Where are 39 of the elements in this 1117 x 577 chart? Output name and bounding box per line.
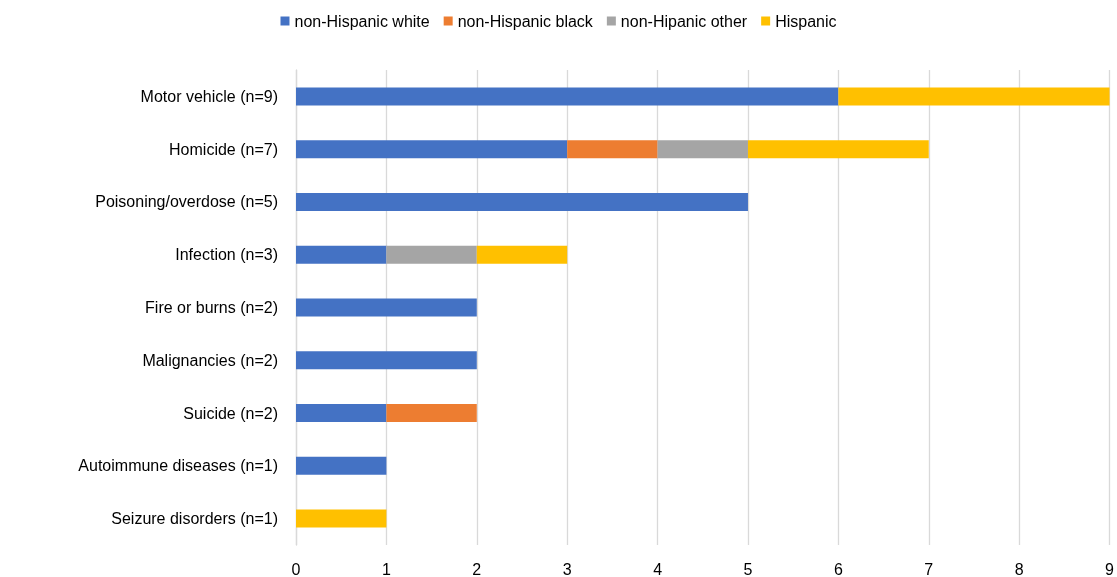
x-tick-label: 7 [924,560,934,577]
x-tick-label: 3 [562,560,572,577]
bar [476,245,568,264]
y-tick-label: Motor vehicle (n=9) [140,87,278,105]
legend-label: non-Hipanic other [620,12,748,30]
legend-label: Hispanic [775,12,837,30]
bar [838,87,1110,106]
x-tick-label: 4 [653,560,663,577]
y-tick-label: Autoimmune diseases (n=1) [78,457,278,475]
bar [296,245,387,264]
bar [386,245,477,264]
y-tick-label: Seizure disorders (n=1) [111,510,278,528]
x-tick-label: 6 [833,560,843,577]
x-tick-label: 5 [743,560,753,577]
x-tick-label: 0 [291,560,301,577]
bar [296,456,387,475]
bar [296,192,748,211]
bar [567,140,658,159]
bar [296,298,477,317]
bar [657,140,748,159]
legend-label: non-Hispanic white [294,12,430,30]
bar [296,404,387,423]
y-tick-label: Malignancies (n=2) [142,351,278,369]
bar [296,140,568,159]
y-tick-label: Fire or burns (n=2) [145,299,278,316]
bar [296,509,387,528]
y-tick-label: Suicide (n=2) [183,404,278,422]
bar [747,140,929,159]
legend-label: non-Hispanic black [457,12,594,30]
x-tick-label: 8 [1014,560,1024,577]
x-tick-label: 1 [381,560,391,577]
y-tick-label: Infection (n=3) [175,246,278,264]
bar [386,404,477,423]
x-tick-label: 2 [472,560,482,577]
bar [296,351,477,370]
y-tick-label: Homicide (n=7) [169,140,278,158]
y-tick-label: Poisoning/overdose (n=5) [95,193,278,211]
x-tick-label: 9 [1105,560,1115,577]
bar [296,87,839,106]
